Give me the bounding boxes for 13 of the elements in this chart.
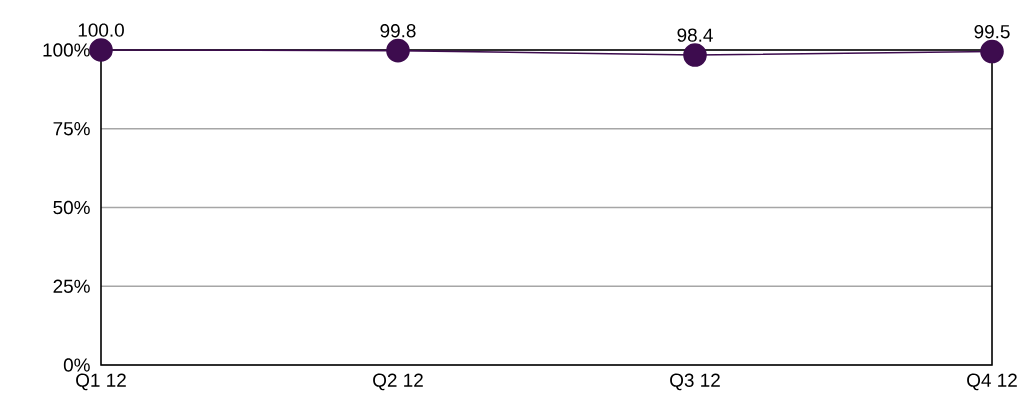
data-label: 99.8 [380, 24, 416, 38]
x-tick-label: Q1 12 [76, 373, 126, 391]
y-tick-label: 25% [53, 279, 90, 293]
y-tick-label: 0% [63, 358, 90, 372]
y-tick-label: 50% [53, 200, 90, 215]
data-label: 99.5 [974, 24, 1010, 39]
x-tick-label: Q2 12 [373, 373, 423, 391]
x-tick-label: Q4 12 [967, 373, 1017, 391]
data-label: 98.4 [677, 28, 713, 42]
y-tick-label: 100% [43, 43, 90, 57]
x-tick-label: Q3 12 [670, 373, 720, 391]
y-tick-label: 75% [53, 122, 90, 136]
data-label: 100.0 [78, 23, 124, 37]
